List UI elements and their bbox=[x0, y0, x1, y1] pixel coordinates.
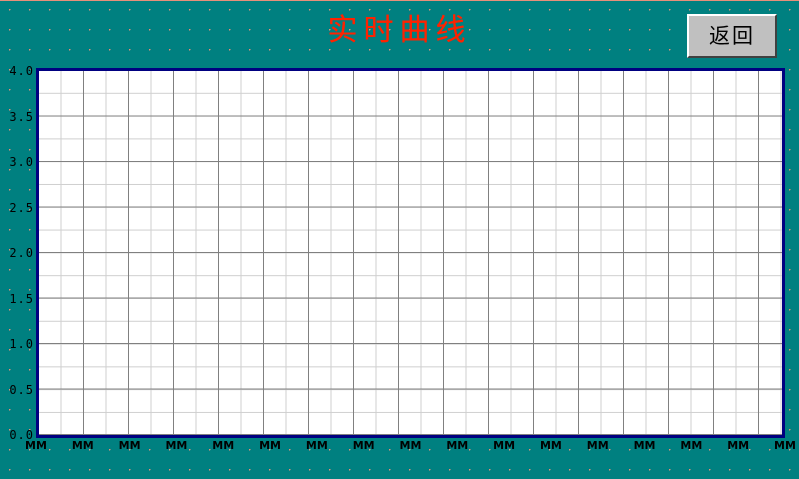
series-layer bbox=[39, 71, 782, 435]
x-tick-label: MM bbox=[25, 439, 47, 452]
x-tick-label: MM bbox=[305, 439, 328, 452]
x-tick-label: MM bbox=[727, 439, 750, 452]
y-tick-label: 0.5 bbox=[9, 382, 34, 397]
y-tick-label: 1.0 bbox=[9, 337, 34, 351]
x-tick-label: MM bbox=[259, 439, 282, 452]
y-tick-label: 0.0 bbox=[9, 428, 34, 442]
x-tick-label: MM bbox=[539, 439, 562, 452]
y-tick-label: 3.0 bbox=[9, 155, 34, 169]
y-tick-label: 2.0 bbox=[9, 246, 34, 260]
x-tick-label: MM bbox=[212, 439, 235, 452]
x-tick-label: MM bbox=[399, 439, 422, 452]
x-tick-label: MM bbox=[774, 439, 796, 452]
back-button[interactable]: 返回 bbox=[687, 14, 777, 58]
y-tick-label: 3.5 bbox=[9, 109, 34, 124]
plot-area bbox=[39, 71, 782, 435]
x-tick-label: MM bbox=[118, 439, 141, 452]
x-tick-label: MM bbox=[493, 439, 516, 452]
x-tick-label: MM bbox=[352, 439, 375, 452]
page-title: 实时曲线 bbox=[327, 13, 472, 48]
realtime-chart[interactable] bbox=[36, 68, 785, 438]
y-axis-tick-labels: 4.0 3.5 3.0 2.5 2.0 1.5 1.0 0.5 0.0 bbox=[0, 64, 34, 442]
x-tick-label: MM bbox=[165, 439, 188, 452]
x-tick-label: MM bbox=[633, 439, 656, 452]
x-tick-label: MM bbox=[680, 439, 703, 452]
y-tick-label: 2.5 bbox=[9, 200, 34, 215]
major-gridlines bbox=[39, 71, 782, 435]
x-tick-label: MM bbox=[446, 439, 469, 452]
top-accent-rule bbox=[0, 0, 799, 1]
y-tick-label: 4.0 bbox=[9, 64, 34, 78]
x-tick-label: MM bbox=[586, 439, 609, 452]
x-axis-tick-labels: MM MM MM MM MM MM MM MM MM MM MM MM MM MM MM MM MM bbox=[25, 438, 796, 456]
x-tick-label: MM bbox=[71, 439, 94, 452]
y-tick-label: 1.5 bbox=[9, 291, 34, 306]
